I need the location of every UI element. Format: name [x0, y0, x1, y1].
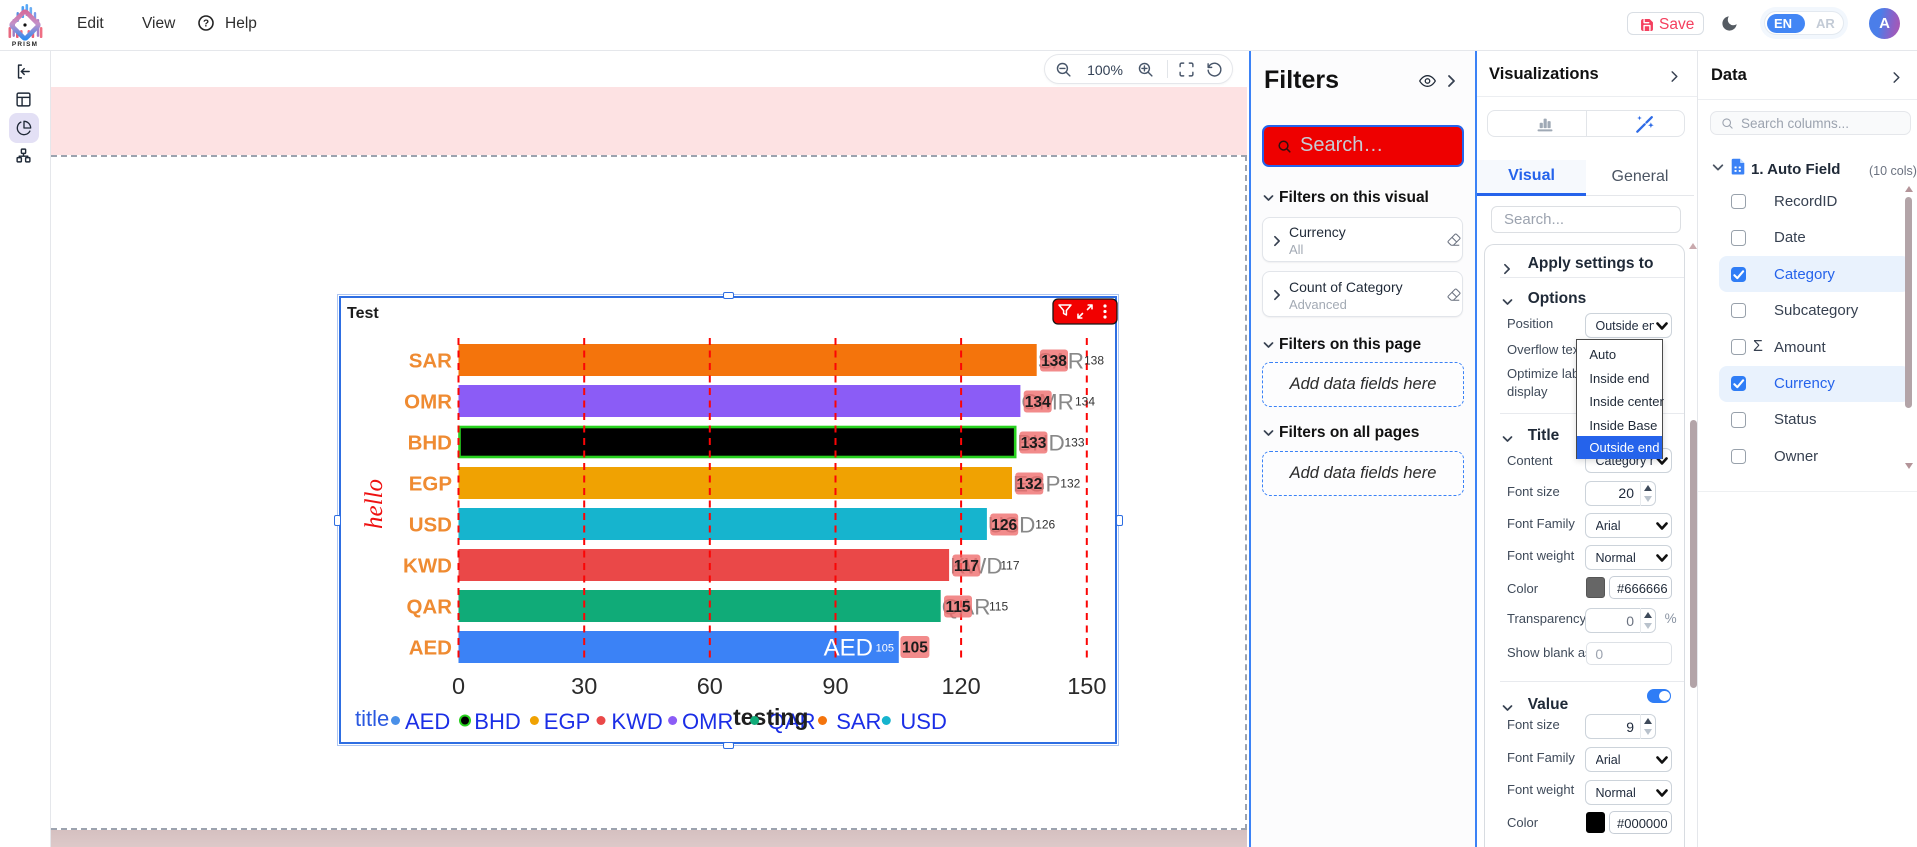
svg-text:90: 90	[822, 673, 848, 699]
svg-text:EGP: EGP	[409, 472, 452, 495]
svg-text:USD: USD	[900, 709, 946, 734]
svg-text:138: 138	[1084, 354, 1104, 368]
svg-text:133: 133	[1065, 436, 1085, 450]
svg-text:testing: testing	[733, 704, 808, 730]
svg-text:QAR: QAR	[768, 709, 816, 734]
svg-text:KWD: KWD	[403, 554, 452, 577]
svg-text:QAR: QAR	[406, 595, 452, 618]
svg-text:60: 60	[697, 673, 723, 699]
svg-text:105: 105	[876, 642, 894, 654]
svg-text:132: 132	[1060, 477, 1080, 491]
svg-text:AED: AED	[405, 709, 450, 734]
svg-text:USD: USD	[409, 513, 452, 536]
svg-text:PRISM: PRISM	[12, 41, 38, 47]
svg-text:BHD: BHD	[474, 709, 520, 734]
svg-text:Test: Test	[347, 305, 379, 322]
svg-text:30: 30	[571, 673, 597, 699]
svg-text:105: 105	[902, 640, 928, 657]
svg-text:117: 117	[954, 558, 979, 575]
svg-text:132: 132	[1016, 476, 1042, 493]
svg-text:120: 120	[941, 673, 980, 699]
svg-text:BHD: BHD	[408, 431, 452, 454]
svg-text:hello: hello	[361, 479, 388, 529]
svg-text:OMR: OMR	[682, 709, 733, 734]
svg-text:134: 134	[1075, 395, 1095, 409]
svg-text:AED: AED	[409, 636, 452, 659]
svg-text:KWD: KWD	[611, 709, 662, 734]
svg-text:126: 126	[991, 517, 1017, 534]
svg-text:150: 150	[1067, 673, 1106, 699]
svg-text:OMR: OMR	[404, 390, 452, 413]
svg-text:SAR: SAR	[409, 349, 452, 372]
svg-text:117: 117	[1000, 559, 1019, 573]
svg-text:title: title	[355, 706, 389, 731]
svg-text:AED: AED	[824, 635, 873, 662]
svg-text:115: 115	[945, 599, 970, 616]
svg-text:134: 134	[1025, 394, 1051, 411]
svg-text:126: 126	[1035, 518, 1055, 532]
svg-text:133: 133	[1021, 435, 1047, 452]
svg-text:?: ?	[203, 19, 209, 30]
svg-text:115: 115	[989, 600, 1008, 614]
svg-text:SAR: SAR	[836, 709, 881, 734]
svg-text:0: 0	[452, 673, 465, 699]
svg-text:EGP: EGP	[544, 709, 590, 734]
svg-text:138: 138	[1041, 353, 1067, 370]
